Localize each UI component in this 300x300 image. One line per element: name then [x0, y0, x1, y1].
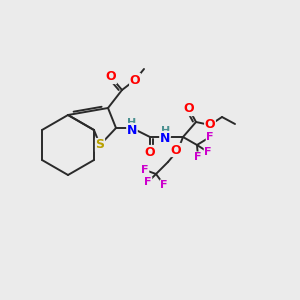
Text: N: N [127, 124, 137, 136]
Text: O: O [130, 74, 140, 86]
Text: F: F [194, 152, 202, 162]
Text: F: F [160, 180, 168, 190]
Text: H: H [128, 118, 136, 128]
Text: O: O [106, 70, 116, 83]
Text: F: F [144, 177, 152, 187]
Text: S: S [95, 139, 104, 152]
Text: N: N [160, 131, 170, 145]
Text: F: F [204, 147, 212, 157]
Text: O: O [145, 146, 155, 158]
Text: O: O [171, 143, 181, 157]
Text: O: O [184, 103, 194, 116]
Text: F: F [141, 165, 149, 175]
Text: H: H [161, 126, 171, 136]
Text: O: O [205, 118, 215, 131]
Text: F: F [206, 132, 214, 142]
